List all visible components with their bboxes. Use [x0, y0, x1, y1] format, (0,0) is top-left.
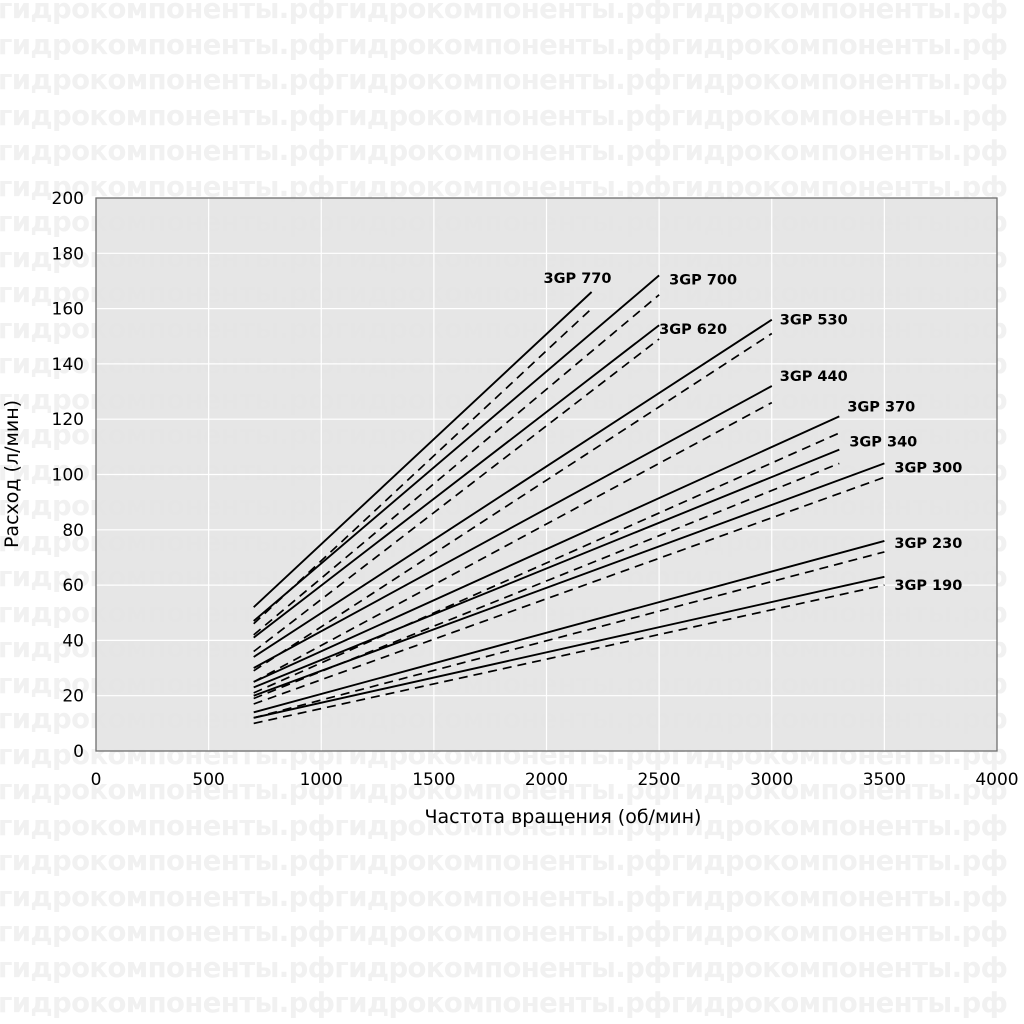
series-line-3gp-620-dashed — [253, 338, 660, 653]
x-tick-label: 3000 — [750, 770, 793, 790]
series-line-3gp-190 — [253, 575, 885, 719]
series-label-3gp-620: 3GP 620 — [659, 322, 727, 338]
series-line-3gp-230-dashed — [253, 551, 885, 719]
series-label-3gp-370: 3GP 370 — [847, 399, 915, 415]
y-tick-label: 200 — [52, 189, 84, 209]
x-tick-label: 2500 — [637, 770, 680, 790]
series-line-3gp-530 — [253, 318, 773, 658]
y-tick-label: 180 — [52, 244, 84, 264]
series-line-3gp-340 — [253, 448, 840, 689]
x-tick-label: 1000 — [300, 770, 343, 790]
y-tick-label: 20 — [62, 687, 84, 707]
y-tick-label: 40 — [62, 631, 84, 651]
series-line-3gp-300 — [253, 462, 885, 697]
x-tick-label: 1500 — [412, 770, 455, 790]
series-line-3gp-620 — [253, 324, 660, 639]
grid-lines — [96, 198, 997, 751]
series-label-3gp-700: 3GP 700 — [669, 272, 737, 288]
watermark-text-row: гидрокомпоненты.рфгидрокомпоненты.рфгидр… — [0, 99, 1008, 132]
watermark-text-row: гидрокомпоненты.рфгидрокомпоненты.рфгидр… — [0, 64, 1008, 96]
y-tick-label: 120 — [52, 410, 84, 430]
watermark-text-row: гидрокомпоненты.рфгидрокомпоненты.рфгидр… — [0, 0, 1008, 25]
x-tick-labels: 0 500 1000 1500 2000 2500 3000 3500 4000 — [91, 770, 1019, 790]
watermark-text-row: гидрокомпоненты.рфгидрокомпоненты.рфгидр… — [0, 951, 1008, 984]
series-line-3gp-530-dashed — [253, 332, 773, 672]
x-tick-label: 2000 — [525, 770, 568, 790]
series-line-3gp-190-dashed — [253, 584, 885, 725]
y-tick-label: 80 — [62, 521, 84, 541]
y-axis-label: Расход (л/мин) — [1, 400, 23, 548]
watermark-text-row: гидрокомпоненты.рфгидрокомпоненты.рфгидр… — [0, 916, 1008, 948]
y-tick-label: 140 — [52, 355, 84, 375]
series-label-3gp-530: 3GP 530 — [780, 313, 848, 329]
series-line-3gp-440-dashed — [253, 401, 773, 683]
x-tick-label: 3500 — [863, 770, 906, 790]
series-label-3gp-340: 3GP 340 — [849, 435, 917, 451]
x-tick-label: 0 — [91, 770, 102, 790]
series-label-3gp-770: 3GP 770 — [544, 271, 612, 287]
x-axis-label: Частота вращения (об/мин) — [425, 806, 702, 828]
series-line-3gp-300-dashed — [253, 476, 885, 705]
watermark-text-row: гидрокомпоненты.рфгидрокомпоненты.рфгидр… — [0, 774, 1008, 806]
y-tick-label: 0 — [73, 742, 84, 762]
y-tick-labels: 0 20 40 60 80 100 120 140 160 180 200 — [52, 189, 84, 762]
watermark-text-row: гидрокомпоненты.рфгидрокомпоненты.рфгидр… — [0, 880, 1008, 913]
series-label-3gp-300: 3GP 300 — [894, 460, 962, 476]
series-label-3gp-230: 3GP 230 — [894, 536, 962, 552]
series-lines — [253, 274, 885, 725]
series-line-3gp-370-dashed — [253, 432, 840, 694]
series-line-3gp-440 — [253, 385, 773, 669]
watermark-text-row: гидрокомпоненты.рфгидрокомпоненты.рфгидр… — [0, 28, 1008, 61]
plot-frame — [95, 197, 998, 752]
series-label-3gp-190: 3GP 190 — [894, 578, 962, 594]
watermark-text-row: гидрокомпоненты.рфгидрокомпоненты.рфгидр… — [0, 809, 1008, 842]
series-line-3gp-700 — [253, 274, 660, 622]
series-label-3gp-440: 3GP 440 — [780, 369, 848, 385]
series-labels: 3GP 770 3GP 700 3GP 620 3GP 530 3GP 440 3GP 3… — [544, 271, 963, 594]
y-tick-label: 60 — [62, 576, 84, 596]
series-line-3gp-700-dashed — [253, 294, 660, 636]
watermark-text-row: гидрокомпоненты.рфгидрокомпоненты.рфгидр… — [0, 845, 1008, 877]
x-tick-label: 4000 — [975, 770, 1018, 790]
series-line-3gp-230 — [253, 539, 885, 714]
watermark-text-row: гидрокомпоненты.рфгидрокомпоненты.рфгидр… — [0, 987, 1008, 1019]
y-tick-label: 160 — [52, 300, 84, 320]
y-tick-label: 100 — [52, 466, 84, 486]
series-line-3gp-770 — [253, 291, 593, 608]
series-line-3gp-370 — [253, 415, 840, 683]
series-line-3gp-770-dashed — [253, 307, 593, 625]
watermark-text-row: гидрокомпоненты.рфгидрокомпоненты.рфгидр… — [0, 170, 1008, 203]
watermark-text-row: гидрокомпоненты.рфгидрокомпоненты.рфгидр… — [0, 135, 1008, 167]
x-tick-label: 500 — [192, 770, 224, 790]
